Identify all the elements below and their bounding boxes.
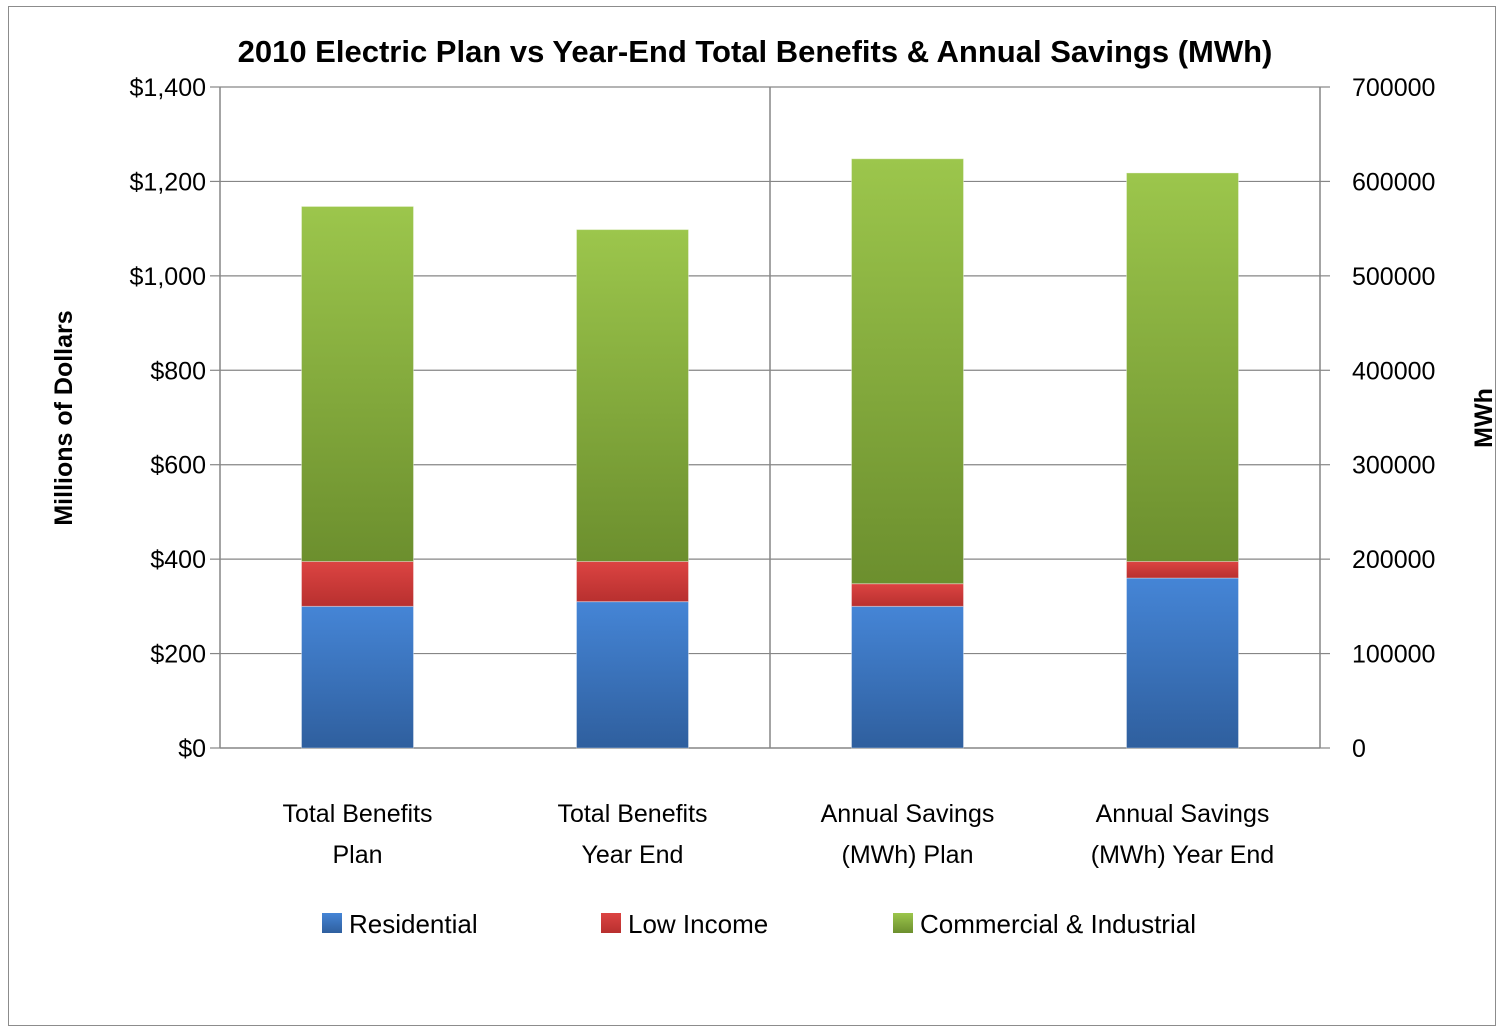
category-label: Annual Savings bbox=[1096, 800, 1270, 828]
bar-low-income bbox=[851, 583, 964, 607]
y-tick-label: $1,000 bbox=[130, 263, 206, 291]
y-axis-title: Millions of Dollars bbox=[50, 310, 78, 525]
y-tick-label: $0 bbox=[178, 735, 206, 763]
y2-tick-label: 200000 bbox=[1352, 546, 1435, 574]
bar-residential bbox=[301, 605, 414, 749]
bar-commercial-industrial bbox=[1126, 172, 1239, 563]
category-label: Total Benefits bbox=[557, 800, 707, 828]
legend-label: Commercial & Industrial bbox=[920, 909, 1196, 939]
y-tick-label: $1,400 bbox=[130, 74, 206, 102]
category-label: Total Benefits bbox=[282, 800, 432, 828]
y-tick-label: $400 bbox=[150, 546, 206, 574]
legend-label: Residential bbox=[349, 909, 478, 939]
bar-commercial-industrial bbox=[851, 158, 964, 585]
category-label: Annual Savings bbox=[821, 800, 995, 828]
bars bbox=[301, 158, 1239, 749]
category-label: (MWh) Plan bbox=[842, 841, 974, 869]
chart-frame bbox=[8, 6, 1496, 1026]
bar-residential bbox=[1126, 577, 1239, 749]
legend-swatch bbox=[893, 913, 913, 933]
y2-tick-label: 0 bbox=[1352, 735, 1366, 763]
category-label: Year End bbox=[582, 841, 684, 869]
y-tick-label: $600 bbox=[150, 452, 206, 480]
legend: Residential Low Income Commercial & Indust… bbox=[322, 909, 1196, 939]
y2-tick-label: 700000 bbox=[1352, 74, 1435, 102]
bar-residential bbox=[851, 605, 964, 749]
y2-tick-label: 100000 bbox=[1352, 641, 1435, 669]
y-axis-ticks: $0 $200 $400 $600 $800 $1,000 $1,200 $1,400 bbox=[130, 74, 220, 763]
chart-title: 2010 Electric Plan vs Year-End Total Ben… bbox=[238, 34, 1273, 69]
y2-axis-title: MWh bbox=[1470, 388, 1498, 448]
legend-label: Low Income bbox=[628, 909, 768, 939]
legend-swatch bbox=[322, 913, 342, 933]
bar-commercial-industrial bbox=[576, 229, 689, 563]
category-label: (MWh) Year End bbox=[1091, 841, 1274, 869]
y2-tick-label: 600000 bbox=[1352, 168, 1435, 196]
bar-low-income bbox=[576, 561, 689, 603]
y2-axis-ticks: 0 100000 200000 300000 400000 500000 600000 700… bbox=[1320, 74, 1435, 763]
y2-tick-label: 500000 bbox=[1352, 263, 1435, 291]
bar-residential bbox=[576, 601, 689, 749]
y-tick-label: $1,200 bbox=[130, 168, 206, 196]
y-tick-label: $800 bbox=[150, 357, 206, 385]
bar-commercial-industrial bbox=[301, 205, 414, 563]
y-tick-label: $200 bbox=[150, 641, 206, 669]
category-label: Plan bbox=[332, 841, 382, 869]
y2-tick-label: 400000 bbox=[1352, 357, 1435, 385]
bar-low-income bbox=[1126, 561, 1239, 579]
category-labels: Total Benefits Plan Total Benefits Year End… bbox=[282, 800, 1274, 869]
bar-low-income bbox=[301, 561, 414, 607]
legend-swatch bbox=[601, 913, 621, 933]
y2-tick-label: 300000 bbox=[1352, 452, 1435, 480]
